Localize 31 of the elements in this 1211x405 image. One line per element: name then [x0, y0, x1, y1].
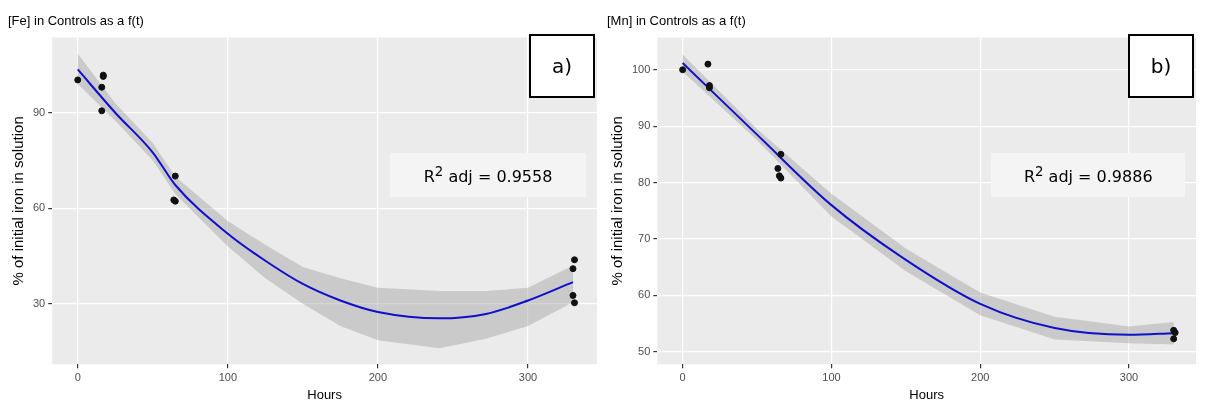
x-tick-label: 100 — [822, 370, 841, 383]
x-tick-label: 100 — [218, 370, 237, 383]
label-box: R$^{2}$ adj = 0.9886 — [991, 152, 1186, 197]
y-tick-label: 70 — [638, 232, 651, 245]
y-tick-label: 90 — [32, 105, 46, 118]
x-axis-title: Hours — [307, 386, 343, 402]
x-tick-label: 200 — [368, 370, 388, 383]
annotation: R$^{2}$ adj = 0.9558 — [423, 163, 553, 186]
y-tick-label: 60 — [638, 288, 651, 301]
x-tick-label: 0 — [74, 370, 81, 383]
panel-label-box: b) — [1128, 33, 1194, 98]
y-axis-title: % of initial iron in solution — [608, 116, 626, 286]
y-axis-title: % of initial iron in solution — [9, 116, 27, 286]
x-tick-label: 300 — [518, 370, 538, 383]
x-tick-label: 200 — [971, 370, 990, 383]
annotation: a) — [551, 53, 573, 78]
y-tick-label: 30 — [32, 296, 46, 309]
x-axis-title: Hours — [909, 386, 945, 402]
y-tick-label: 60 — [32, 201, 46, 214]
annotation: b) — [1150, 53, 1172, 78]
y-tick-label: 80 — [638, 175, 651, 188]
y-tick-label: 90 — [638, 119, 651, 132]
label-box: R$^{2}$ adj = 0.9558 — [390, 152, 587, 197]
y-tick-label: 50 — [638, 344, 651, 357]
chart-title: [Mn] in Controls as a f(t) — [607, 13, 746, 29]
chart-title: [Fe] in Controls as a f(t) — [8, 13, 144, 29]
y-tick-label: 100 — [631, 62, 651, 75]
x-tick-label: 300 — [1119, 370, 1139, 383]
panel-label-box: a) — [529, 33, 595, 98]
annotation: R$^{2}$ adj = 0.9886 — [1023, 163, 1153, 186]
x-tick-label: 0 — [679, 370, 686, 383]
